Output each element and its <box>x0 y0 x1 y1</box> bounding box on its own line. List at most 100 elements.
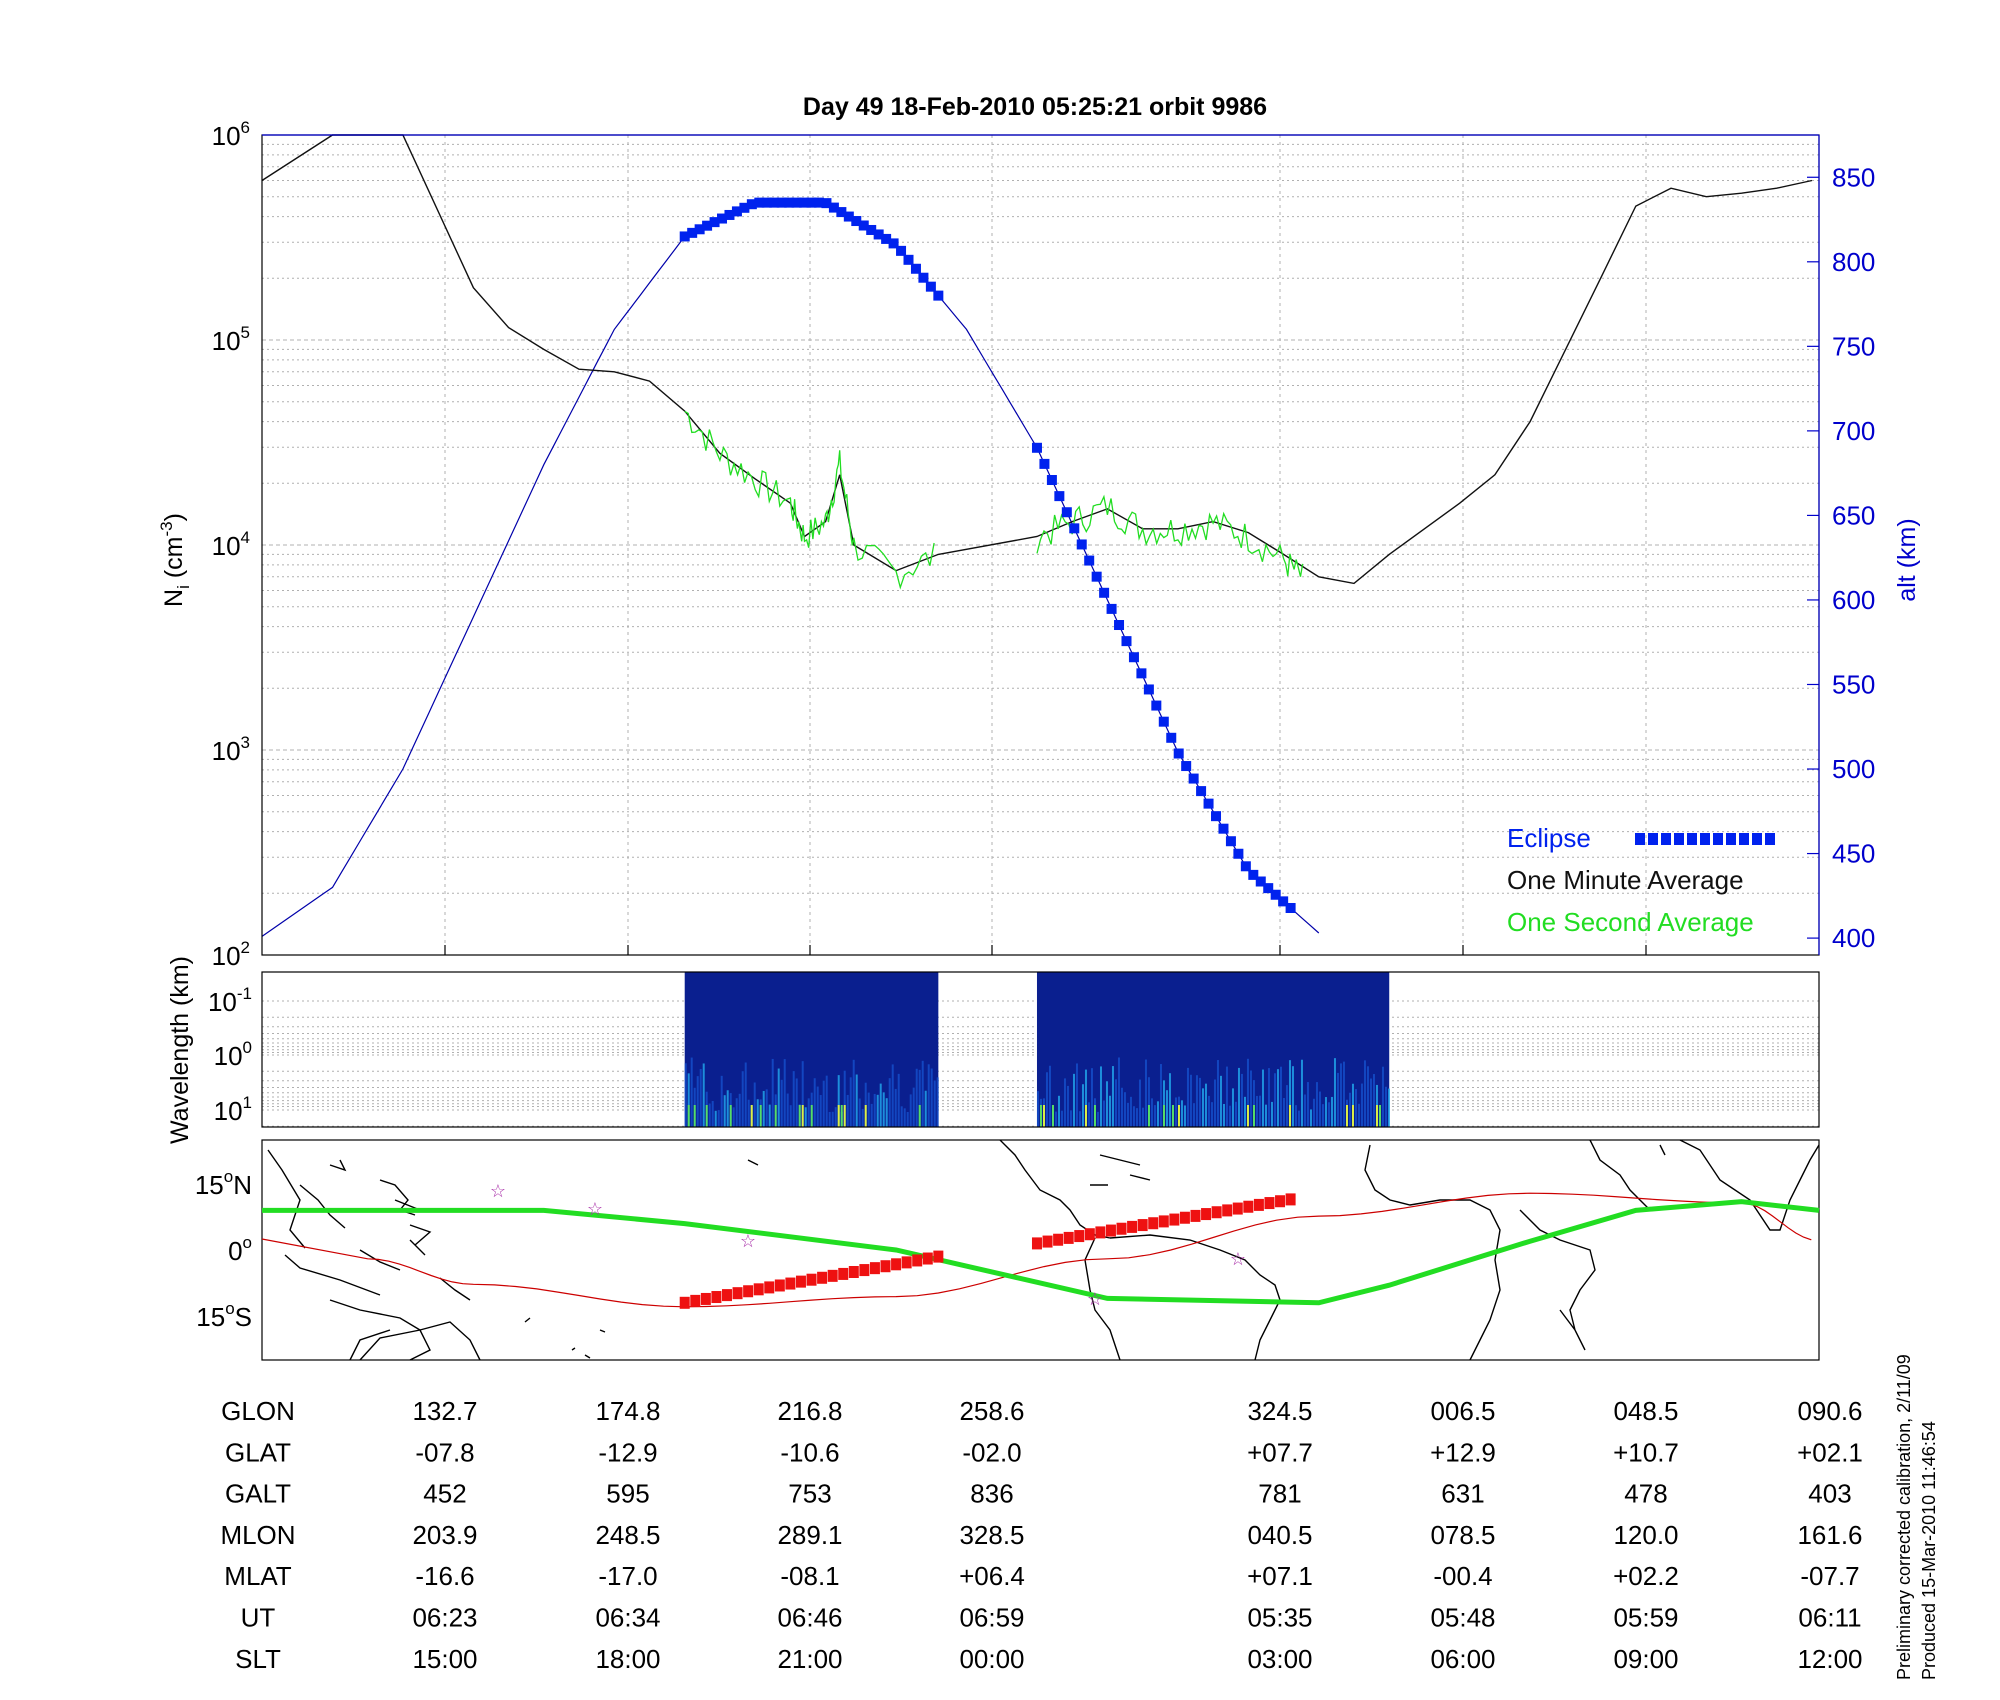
spectrogram-column <box>762 1090 765 1127</box>
eclipse-track-marker <box>838 1267 849 1280</box>
density-tick-label: 102 <box>212 938 250 971</box>
spectrogram-column <box>1174 1097 1177 1127</box>
spectrogram-column <box>1075 1063 1078 1127</box>
eclipse-marker <box>776 197 787 208</box>
spectrogram-column <box>1183 1105 1186 1127</box>
spectrogram-column <box>747 1099 750 1127</box>
station-markers: ☆ ☆ ☆ ☆ ☆ <box>490 1181 1246 1309</box>
spectrogram-hotspot <box>810 1105 813 1127</box>
spectrogram-column <box>864 1082 867 1127</box>
ephemeris-cell: +06.4 <box>959 1561 1025 1591</box>
eclipse-marker <box>1218 823 1229 834</box>
ephemeris-cell: 006.5 <box>1430 1396 1495 1426</box>
altitude-tick-label: 400 <box>1832 923 1875 953</box>
spectrogram-column <box>915 1068 918 1127</box>
eclipse-track-marker <box>1211 1206 1222 1219</box>
spectrogram-hotspot <box>1042 1105 1045 1127</box>
spectrogram-hotspot <box>1288 1105 1291 1127</box>
spectrogram-column <box>723 1095 726 1127</box>
ephemeris-cell: +10.7 <box>1613 1437 1679 1467</box>
legend: Eclipse One Minute Average One Second Av… <box>1507 823 1775 937</box>
altitude-tick-label: 550 <box>1832 669 1875 699</box>
ephemeris-cell: 120.0 <box>1613 1520 1678 1550</box>
spectrogram-column <box>1282 1098 1285 1127</box>
spectrogram-column <box>813 1078 816 1127</box>
spectrogram-column <box>1096 1111 1099 1127</box>
spectrogram-column <box>1261 1069 1264 1127</box>
spectrogram-column <box>1312 1098 1315 1127</box>
station-star-icon: ☆ <box>1230 1249 1246 1269</box>
spectrogram-hotspot <box>1378 1105 1381 1127</box>
eclipse-track-marker <box>1285 1193 1296 1206</box>
eclipse-marker <box>1069 523 1080 534</box>
ephemeris-cell: +07.7 <box>1247 1437 1313 1467</box>
latitude-tick-label: 15oN <box>195 1167 252 1200</box>
spectrogram-column <box>1384 1086 1387 1127</box>
eclipse-marker <box>806 197 817 208</box>
spectrogram-column <box>726 1090 729 1127</box>
spectrogram-column <box>912 1087 915 1127</box>
eclipse-marker <box>873 229 884 240</box>
eclipse-marker <box>821 198 832 209</box>
eclipse-track-marker <box>848 1266 859 1278</box>
altitude-tick-label: 700 <box>1832 416 1875 446</box>
spectrogram-column <box>735 1098 738 1127</box>
spectrogram-hotspot <box>1171 1105 1174 1127</box>
ephemeris-cell: 781 <box>1258 1479 1301 1509</box>
spectrogram-column <box>1273 1073 1276 1127</box>
spectrogram-column <box>1204 1083 1207 1127</box>
spectrogram-column <box>714 1110 717 1127</box>
spectrogram-column <box>1105 1081 1108 1127</box>
eclipse-track-marker <box>774 1279 785 1292</box>
eclipse-marker <box>1255 876 1266 887</box>
ephemeris-cell: 078.5 <box>1430 1520 1495 1550</box>
coastline-arabia-india <box>1589 1139 1820 1231</box>
spectrogram-column <box>1129 1096 1132 1127</box>
spectrogram-column <box>1387 1088 1390 1127</box>
spectrogram-column <box>906 1111 909 1127</box>
spectrogram-column <box>1138 1079 1141 1127</box>
eclipse-track-marker <box>1264 1197 1275 1210</box>
spectrogram-column <box>849 1077 852 1127</box>
spectrogram-column <box>780 1079 783 1127</box>
eclipse-marker <box>724 209 735 220</box>
spectrogram-column <box>1084 1069 1087 1127</box>
spectrogram-column <box>1222 1103 1225 1127</box>
altitude-series-line <box>261 202 1320 937</box>
spectrogram-hotspot <box>1345 1105 1348 1127</box>
eclipse-marker <box>888 238 899 249</box>
station-star-icon: ☆ <box>587 1199 603 1219</box>
eclipse-marker <box>1211 811 1222 822</box>
ephemeris-row-label: GALT <box>225 1479 291 1509</box>
legend-eclipse-marker <box>1648 833 1658 845</box>
eclipse-marker <box>813 197 824 208</box>
spectrogram-column <box>1108 1095 1111 1127</box>
spectrogram-column <box>1294 1105 1297 1127</box>
density-tick-label: 105 <box>212 323 250 356</box>
eclipse-track-marker <box>743 1285 754 1298</box>
altitude-tick-label: 800 <box>1832 247 1875 277</box>
ephemeris-cell: 040.5 <box>1247 1520 1312 1550</box>
eclipse-marker <box>1106 603 1117 614</box>
eclipse-track-marker <box>901 1256 912 1269</box>
eclipse-marker <box>1203 798 1214 809</box>
legend-eclipse-marker <box>1674 833 1684 845</box>
ion-density-panel: 102 103 104 105 106 400 450 500 550 600 650 700 750… <box>157 118 1921 971</box>
spectrogram-column <box>1240 1073 1243 1127</box>
spectrogram-column <box>738 1093 741 1127</box>
eclipse-track-marker <box>764 1281 775 1294</box>
spectrogram-column <box>936 1077 939 1127</box>
ephemeris-cell: 00:00 <box>959 1644 1024 1674</box>
spectrogram-column <box>1156 1101 1159 1127</box>
spectrogram-column <box>1141 1107 1144 1127</box>
legend-minute-label: One Minute Average <box>1507 865 1744 895</box>
coastline-central-america <box>999 1139 1151 1239</box>
spectrogram-column <box>1381 1066 1384 1127</box>
eclipse-marker <box>1196 786 1207 797</box>
spectrogram-column <box>708 1103 711 1127</box>
legend-eclipse-marker <box>1713 833 1723 845</box>
eclipse-marker <box>717 213 728 224</box>
spectrogram-column <box>927 1064 930 1127</box>
spectrogram-hotspot <box>1093 1105 1096 1127</box>
